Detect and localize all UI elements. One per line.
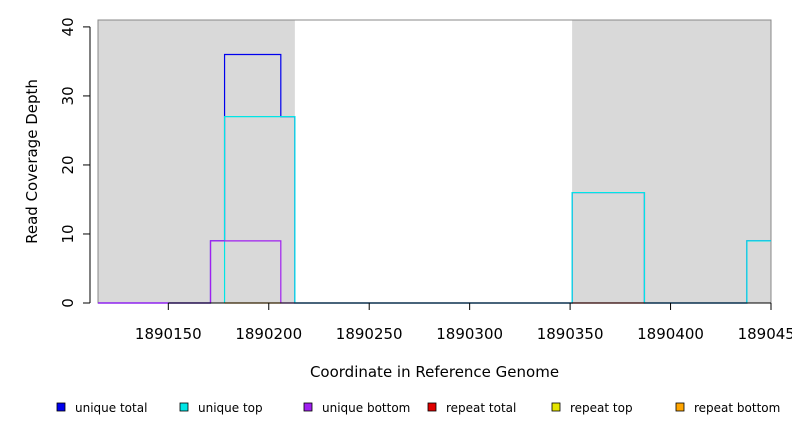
legend-label-unique-total: unique total (75, 401, 147, 415)
legend-label-repeat-total: repeat total (446, 401, 516, 415)
shaded-regions (98, 20, 771, 303)
legend-label-repeat-bottom: repeat bottom (694, 401, 780, 415)
x-tick-label: 1890250 (336, 325, 403, 343)
shaded-region-0 (98, 20, 295, 303)
y-tick-label: 30 (59, 86, 77, 105)
legend: unique total unique top unique bottom repea… (56, 401, 780, 415)
x-tick-label: 1890150 (135, 325, 202, 343)
y-axis-title: Read Coverage Depth (23, 79, 41, 244)
y-tick-label: 10 (59, 224, 77, 243)
legend-label-unique-bottom: unique bottom (322, 401, 410, 415)
legend-swatch-unique-top (179, 402, 189, 412)
y-tick-label: 40 (59, 17, 77, 36)
x-tick-label: 1890200 (235, 325, 302, 343)
legend-label-unique-top: unique top (198, 401, 263, 415)
legend-swatch-repeat-top (551, 402, 561, 412)
y-tick-label: 20 (59, 155, 77, 174)
legend-swatch-unique-total (56, 402, 66, 412)
legend-label-repeat-top: repeat top (570, 401, 633, 415)
y-tick-label: 0 (59, 298, 77, 308)
legend-swatch-repeat-bottom (675, 402, 685, 412)
legend-swatch-unique-bottom (303, 402, 313, 412)
x-axis-title: Coordinate in Reference Genome (310, 363, 559, 381)
series-line-unique-top (223, 116, 771, 304)
x-tick-label: 1890300 (436, 325, 503, 343)
y-axis: 0 10 20 30 40 (59, 17, 91, 308)
legend-swatch-repeat-total (427, 402, 437, 412)
x-tick-label: 1890400 (637, 325, 704, 343)
shaded-region-1 (572, 20, 771, 303)
x-axis: 1890150 1890200 1890250 1890300 1890350 18904… (135, 302, 792, 343)
x-tick-label: 1890350 (537, 325, 604, 343)
